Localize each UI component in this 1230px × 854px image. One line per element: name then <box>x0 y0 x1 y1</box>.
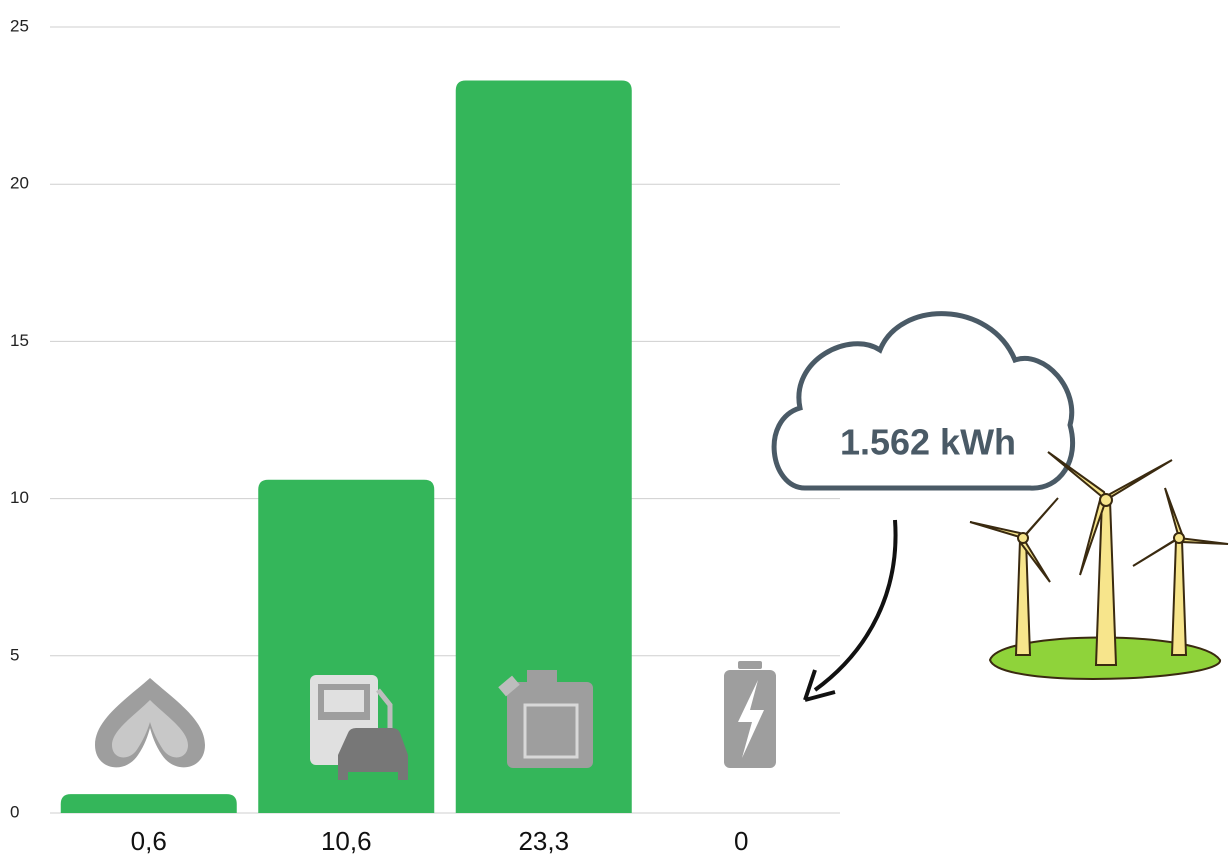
jerrycan-cap <box>527 670 557 684</box>
annotation: 1.562 kWh <box>840 422 1016 463</box>
icons <box>95 661 776 780</box>
y-tick-label: 10 <box>10 488 29 507</box>
turbine-tower <box>1096 500 1116 665</box>
pump-screen-inner <box>324 690 364 712</box>
y-tick-label: 15 <box>10 331 29 350</box>
drop-icon <box>95 678 205 767</box>
battery-tip <box>738 661 762 669</box>
turbine-tower <box>1016 540 1030 655</box>
value-label: 23,3 <box>518 826 569 854</box>
jerrycan-icon <box>507 682 593 768</box>
hub <box>1100 494 1112 506</box>
blade <box>970 498 1058 582</box>
value-label: 0 <box>734 826 748 854</box>
hub <box>1018 533 1028 543</box>
y-tick-label: 20 <box>10 174 29 193</box>
bar <box>61 794 237 813</box>
chart: 0 5 10 15 20 25 1.562 kWh <box>0 0 1230 854</box>
value-label: 0,6 <box>131 826 167 854</box>
turbine-tower <box>1172 540 1186 655</box>
y-tick-label: 5 <box>10 645 19 664</box>
value-label: 10,6 <box>321 826 372 854</box>
hub <box>1174 533 1184 543</box>
y-tick-label: 25 <box>10 16 29 35</box>
arrow <box>815 520 896 690</box>
y-tick-label: 0 <box>10 802 19 821</box>
